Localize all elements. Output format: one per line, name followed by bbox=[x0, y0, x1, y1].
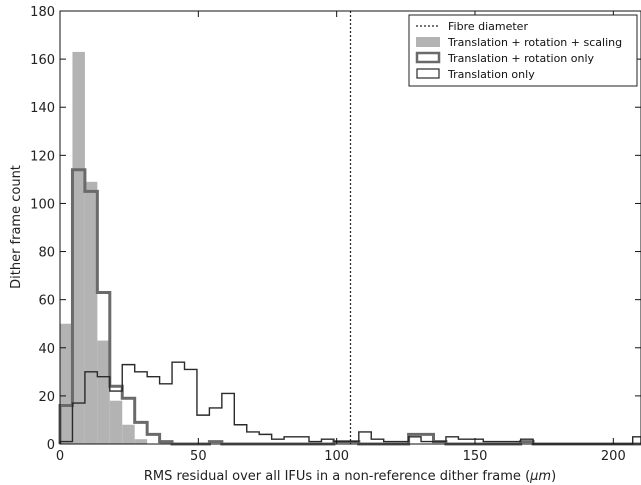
y-tick-label: 20 bbox=[38, 390, 55, 405]
x-axis-title: RMS residual over all IFUs in a non-refe… bbox=[144, 469, 556, 484]
y-tick-label: 140 bbox=[30, 101, 55, 116]
step-series-layer bbox=[58, 168, 641, 446]
series-translation-rotation-step bbox=[58, 168, 641, 446]
histogram-bar bbox=[84, 181, 98, 445]
x-tick-label: 0 bbox=[56, 449, 64, 464]
x-tick-label: 150 bbox=[463, 449, 488, 464]
x-axis-title-close: ) bbox=[551, 469, 556, 484]
y-axis-title: Dither frame count bbox=[9, 165, 24, 289]
legend-swatch-scaling bbox=[416, 37, 440, 47]
series-translation-only-step bbox=[59, 361, 641, 445]
plot-frame bbox=[59, 10, 641, 445]
legend-swatch-rotation bbox=[415, 51, 441, 64]
legend-label-translation: Translation only bbox=[447, 68, 535, 81]
y-tick-label: 120 bbox=[30, 149, 55, 164]
histogram-bar bbox=[72, 51, 85, 445]
legend-label-rotation: Translation + rotation only bbox=[447, 52, 595, 65]
x-axis-unit: μm bbox=[529, 469, 551, 484]
x-tick-label: 50 bbox=[190, 449, 207, 464]
histogram-bar bbox=[122, 424, 135, 444]
y-tick-label: 160 bbox=[30, 53, 55, 68]
legend: Fibre diameter Translation + rotation + … bbox=[408, 14, 638, 87]
x-axis-ticks: 0 50 100 150 200 bbox=[56, 11, 626, 464]
y-tick-label: 100 bbox=[30, 197, 55, 212]
legend-label-scaling: Translation + rotation + scaling bbox=[447, 36, 622, 49]
histogram-bar bbox=[109, 400, 123, 444]
y-tick-label: 80 bbox=[38, 246, 55, 261]
y-tick-label: 0 bbox=[47, 438, 55, 453]
legend-swatch-translation bbox=[416, 68, 440, 79]
histogram-bar bbox=[97, 340, 110, 444]
y-axis-ticks: 0 20 40 60 80 100 120 140 160 180 bbox=[30, 5, 641, 453]
legend-label-fibre-diameter: Fibre diameter bbox=[448, 20, 528, 33]
x-tick-label: 100 bbox=[324, 449, 349, 464]
y-tick-label: 180 bbox=[30, 5, 55, 20]
y-tick-label: 60 bbox=[38, 294, 55, 309]
filled-series-layer bbox=[60, 51, 173, 445]
x-axis-title-text: RMS residual over all IFUs in a non-refe… bbox=[144, 469, 530, 484]
x-tick-label: 200 bbox=[601, 449, 626, 464]
y-tick-label: 40 bbox=[38, 342, 55, 357]
legend-box bbox=[408, 14, 638, 87]
histogram-bar bbox=[134, 439, 148, 444]
histogram-bar bbox=[60, 323, 73, 444]
